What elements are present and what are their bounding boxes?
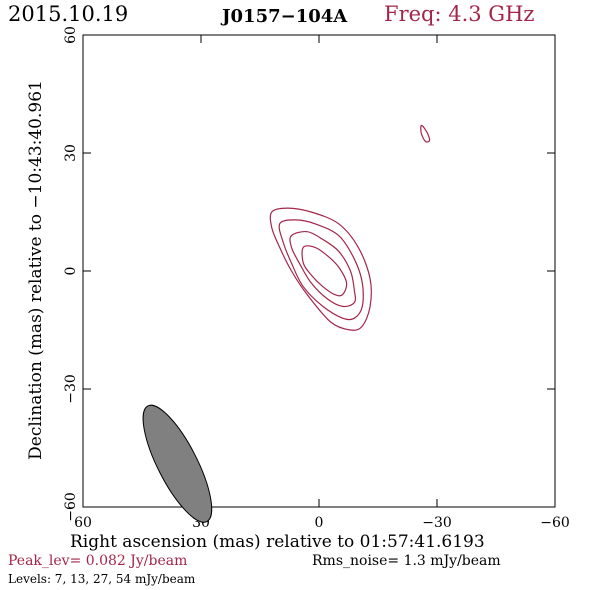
frequency-label: Freq: 4.3 GHz xyxy=(384,2,535,26)
y-tick-label: 60 xyxy=(63,26,79,44)
beam-ellipse xyxy=(142,404,213,523)
x-tick-label: 60 xyxy=(74,515,92,531)
contour-lines xyxy=(269,124,431,331)
x-tick-label: −60 xyxy=(540,515,570,531)
rms-noise: Rms_noise= 1.3 mJy/beam xyxy=(312,553,501,569)
peak-level: Peak_lev= 0.082 Jy/beam xyxy=(8,553,188,569)
contour-levels: Levels: 7, 13, 27, 54 mJy/beam xyxy=(8,572,196,586)
y-tick-label: −60 xyxy=(63,492,79,522)
contour-13-mjy xyxy=(278,219,364,321)
y-tick-label: 30 xyxy=(63,144,79,162)
contour-7-mjy xyxy=(420,124,431,143)
x-tick-label: −30 xyxy=(422,515,452,531)
contour-54-mjy xyxy=(301,245,348,297)
contour-27-mjy xyxy=(289,230,357,308)
observation-date: 2015.10.19 xyxy=(8,2,129,26)
source-name: J0157−104A xyxy=(222,6,348,27)
x-axis-label: Right ascension (mas) relative to 01:57:… xyxy=(70,532,485,552)
contour-7-mjy xyxy=(269,207,372,331)
y-axis-label: Declination (mas) relative to −10:43:40.… xyxy=(26,80,46,460)
beam-ellipse-group xyxy=(142,404,213,523)
x-tick-label: 0 xyxy=(315,515,324,531)
y-tick-label: −30 xyxy=(63,374,79,404)
y-tick-label: 0 xyxy=(63,267,79,276)
